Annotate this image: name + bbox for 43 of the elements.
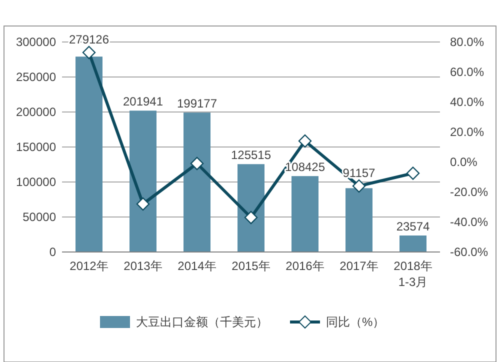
x-tick-label: 2017年 <box>340 259 378 273</box>
x-tick-label: 2013年 <box>124 259 162 273</box>
x-tick-label: 2018年 1-3月 <box>394 259 432 289</box>
data-label: 23574 <box>396 220 430 234</box>
data-label: 199177 <box>176 96 218 111</box>
y-tick-label: 250000 <box>16 70 56 84</box>
point <box>352 179 366 193</box>
x-tick-label: 2016年 <box>286 259 324 273</box>
x-tick-label: 2014年 <box>178 259 216 273</box>
y2-tick-label: -40.0% <box>450 215 488 230</box>
y2-tick-label: -60.0% <box>450 245 488 260</box>
bar <box>184 112 210 252</box>
y2-tick-label: 40.0% <box>450 95 484 110</box>
y2-tick-label: -20.0% <box>450 185 488 200</box>
y-tick-label: 50000 <box>22 210 56 224</box>
bar <box>130 110 156 252</box>
y-tick-label: 0 <box>49 245 56 260</box>
point <box>244 210 258 224</box>
x-tick-label: 2015年 <box>232 259 270 273</box>
y-tick-label: 150000 <box>16 140 56 154</box>
y2-tick-label: 20.0% <box>450 125 484 140</box>
data-label: 201941 <box>122 94 164 109</box>
y-tick-label: 100000 <box>16 175 56 190</box>
data-label: 279126 <box>68 32 110 46</box>
point <box>406 166 420 180</box>
bar <box>292 176 318 252</box>
legend-label: 同比（%） <box>326 315 385 330</box>
y2-tick-label: 80.0% <box>450 35 484 50</box>
point <box>190 156 204 170</box>
point <box>298 134 312 148</box>
bar <box>238 164 264 252</box>
y-tick-label: 200000 <box>16 105 56 120</box>
bar <box>400 236 426 252</box>
bar <box>76 56 102 252</box>
y2-tick-label: 60.0% <box>450 65 484 80</box>
y2-tick-label: 0.0% <box>450 155 478 170</box>
x-tick-label: 2012年 <box>70 259 108 273</box>
legend-label: 大豆出口金额（千美元） <box>136 315 268 330</box>
bar <box>346 188 372 252</box>
y-tick-label: 300000 <box>16 35 56 50</box>
data-label: 125515 <box>230 148 272 162</box>
point <box>82 46 96 60</box>
point <box>136 197 150 211</box>
